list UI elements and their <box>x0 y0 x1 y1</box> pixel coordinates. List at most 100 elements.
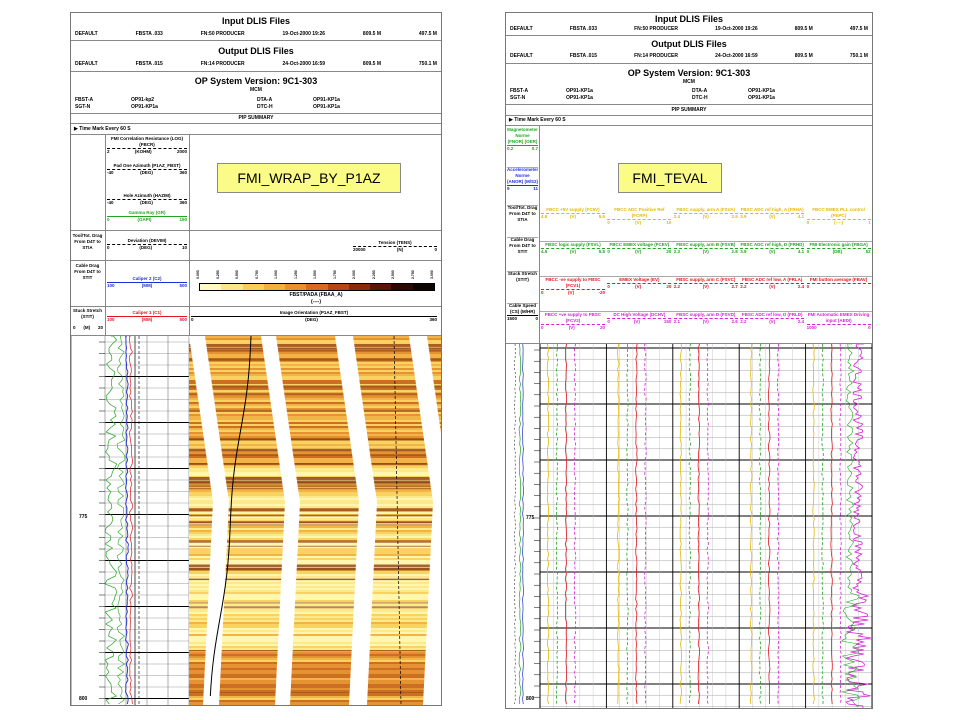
curve-scale: 0 (V) 150 <box>607 318 672 324</box>
grid-curve-header: EMEX Voltage (EV) 0 (V) 20 <box>607 277 672 309</box>
palette-swatch <box>391 284 413 290</box>
cell: 809.5 M <box>794 53 813 59</box>
left-header-2: Tool/Tot. Drag From D4T to STIA <box>507 205 538 238</box>
left-header-0: Magnetometer Norme (FNOR) (OER) 0.2 0.7 <box>507 127 538 168</box>
curve-scale: 0.2 0.7 <box>507 145 538 151</box>
palette-swatch <box>306 284 328 290</box>
cell: FBSTA .015 <box>135 61 163 67</box>
cell: FN:50 PRODUCER <box>634 26 679 32</box>
curve-name: FBCC ADC Positive Ref (FCRP) <box>614 207 665 218</box>
curve-name: FBSC supply, arm D (FSVD) <box>676 312 736 317</box>
side-label-tool-drag: Tool/Tot. Drag From D4T to STIA <box>72 233 103 250</box>
grid-curve-header: FBSC supply, arm C (FSVC) 2.2 (V) 2.7 <box>673 277 738 309</box>
curve-name: Caliper 1 (C1) <box>132 310 162 315</box>
depth-label-800: 800 <box>526 696 535 702</box>
op-system-title: OP System Version: 9C1-303 <box>194 76 318 86</box>
curve-scale: 20000 (N) 0 <box>353 246 437 252</box>
cell: FN:14 PRODUCER <box>634 53 679 59</box>
grid-curve-header: FBSC ADC ref low, A (FRLA) 2.2 (V) 2.4 <box>740 277 805 309</box>
grid-curve-header: FBSC ADC ref high, A (FRHA) 3.9 (V) 4.1 <box>740 207 805 239</box>
tool-col-2: OP91-KP1a OP91-KP1a <box>566 88 593 101</box>
palette-tick: 1.250 <box>293 270 298 279</box>
curve-scale: 2.2 (V) 2.4 <box>740 318 805 324</box>
left-header-1: Accelerometer Norme (ANOR) (M/S2) 9 11 <box>507 167 538 206</box>
curve-scale: 0 (DEG) 360 <box>191 316 437 322</box>
curve-header-p1az: Pad One Azimuth (P1AZ_FBST) -40 (DEG) 360 <box>107 163 187 175</box>
fmi-wrap-label: FMI_WRAP_BY_P1AZ <box>217 163 401 193</box>
tool-col-3: DTA-A DTC-H <box>692 88 708 101</box>
curve-scale: 100 (MM) 500 <box>107 282 187 288</box>
color-palette-bar <box>199 283 435 291</box>
grid-curve-header: FBSC supply, arm A (FSVA) 2.4 (V) 2.9 <box>673 207 738 239</box>
divider <box>71 113 441 114</box>
curve-header-hazim: Hole Azimuth (HAZIM) -40 (DEG) 360 <box>107 193 187 205</box>
input-dlis-row: DEFAULT FBSTA .033 FN:50 PRODUCER 19-Oct… <box>510 26 868 32</box>
divider <box>71 40 441 41</box>
curve-name: DC High Voltage (DCHV) <box>613 312 666 317</box>
curve-scale: 0 (----) 1 <box>806 219 871 225</box>
curve-name: FBCC +5V supply (FC5V) <box>546 207 600 212</box>
curve-name: FBSC ADC ref high, A (FRHA) <box>740 207 804 212</box>
curve-name: Hole Azimuth (HAZIM) <box>123 193 171 198</box>
curve-scale: -40 (DEG) 360 <box>107 199 187 205</box>
palette-tick: 0.500 <box>235 270 239 279</box>
palette-tick: 0.250 <box>215 270 220 279</box>
palette-swatch <box>348 284 371 290</box>
curve-name: FBCC +ve supply to FBSC (FCV2) <box>544 312 602 323</box>
cell: 24-Oct-2000 16:59 <box>282 61 326 67</box>
curve-name: FBSC ADC ref low, A (FRLA) <box>742 277 803 282</box>
curve-scale: 0 (DB) 52 <box>806 248 871 254</box>
curve-scale: 2 (KOHM) 2000 <box>107 148 187 154</box>
grid-curve-header: FBSC supply, arm B (FSVB) 2.3 (V) 2.8 <box>673 242 738 274</box>
grid-curve-header: FBCC ADC Positive Ref (FCRP) 0 (V) 10 <box>607 207 672 239</box>
divider <box>506 115 872 116</box>
time-mark: ▶ Time Mark Every 60 S <box>74 126 131 132</box>
depth-label-775: 775 <box>526 515 535 521</box>
curve-scale: 2.2 (V) 2.4 <box>740 283 805 289</box>
left-header-5: Cable Speed (CS) (M/HR) 1500 0 <box>507 303 538 344</box>
cell: 750.1 M <box>418 61 437 67</box>
op-system-title: OP System Version: 9C1-303 <box>627 68 751 78</box>
cell: DEFAULT <box>510 26 533 32</box>
cell: 750.1 M <box>849 53 868 59</box>
curve-name: Cable Speed (CS) (M/HR) <box>508 303 536 314</box>
input-dlis-row: DEFAULT FBSTA .033 FN:50 PRODUCER 19-Oct… <box>75 31 437 37</box>
grid-curve-header: FBCC -ve supply to FBSC (FCV1) 0 (V) -20 <box>541 277 605 309</box>
palette-swatch <box>412 284 434 290</box>
palette-tick: 1.000 <box>274 270 278 279</box>
palette-tick: 0.750 <box>254 270 259 279</box>
mcm-label: MCM <box>683 79 695 85</box>
divider <box>71 306 441 307</box>
palette-sub: (----) <box>311 299 321 305</box>
right-grid-headers: FBCC +5V supply (FC5V) 4.5 (V) 5.5 FBCC ADC … <box>540 203 872 347</box>
cell: DEFAULT <box>75 61 98 67</box>
tool-col-3: DTA-A DTC-H <box>257 97 273 110</box>
palette-ticks: 0.000 0.250 0.500 0.750 1.000 1.250 1.500 1.750… <box>196 265 434 283</box>
curve-header-devim: Deviation (DEVIM) 0 (DEG) 10 <box>107 238 187 250</box>
palette-tick: 2.500 <box>391 270 395 279</box>
fmi-teval-log-panel: Input DLIS Files DEFAULT FBSTA .033 FN:5… <box>505 12 873 709</box>
grid-curve-header: DC High Voltage (DCHV) 0 (V) 150 <box>607 312 672 344</box>
palette-swatch <box>370 284 392 290</box>
curve-name: FMI Correlation Resistance (LOG) (FBCR) <box>110 136 183 147</box>
curve-scale: 1000 0 <box>806 324 871 330</box>
tool-col-1: FBST-A SGT-N <box>510 88 529 101</box>
curve-header-image-orientation: Image Orientation (P1AZ_FBST) 0 (DEG) 360 <box>191 310 437 322</box>
cell: 497.5 M <box>418 31 437 37</box>
curve-name: FMI Automatic EMEX Driving input (AEDI) <box>807 312 870 323</box>
palette-swatch <box>242 284 264 290</box>
curve-name: Gamma Ray (GR) <box>128 210 166 215</box>
tool-col-4: OP91-KP1a OP91-KP1a <box>313 97 340 110</box>
grid-curve-header: FMI button average (FBAV) 0 <box>806 277 871 309</box>
tool-col-1: FBST-A SGT-N <box>75 97 94 110</box>
input-dlis-title: Input DLIS Files <box>221 16 290 26</box>
palette-tick: 2.000 <box>352 270 356 279</box>
cell: 809.5 M <box>362 31 381 37</box>
divider <box>506 104 872 105</box>
curve-scale: 0 (GAPI) 150 <box>107 216 187 222</box>
curve-scale: 0 <box>806 283 871 289</box>
curve-name: FMI button average (FBAV) <box>809 277 868 282</box>
grid-curve-header: FBCC EMEX voltage (FCEV) 0 (V) 20 <box>607 242 672 274</box>
curve-scale: 9 11 <box>507 185 538 191</box>
left-header-4: Stuck Stretch (STIT) <box>507 271 538 304</box>
